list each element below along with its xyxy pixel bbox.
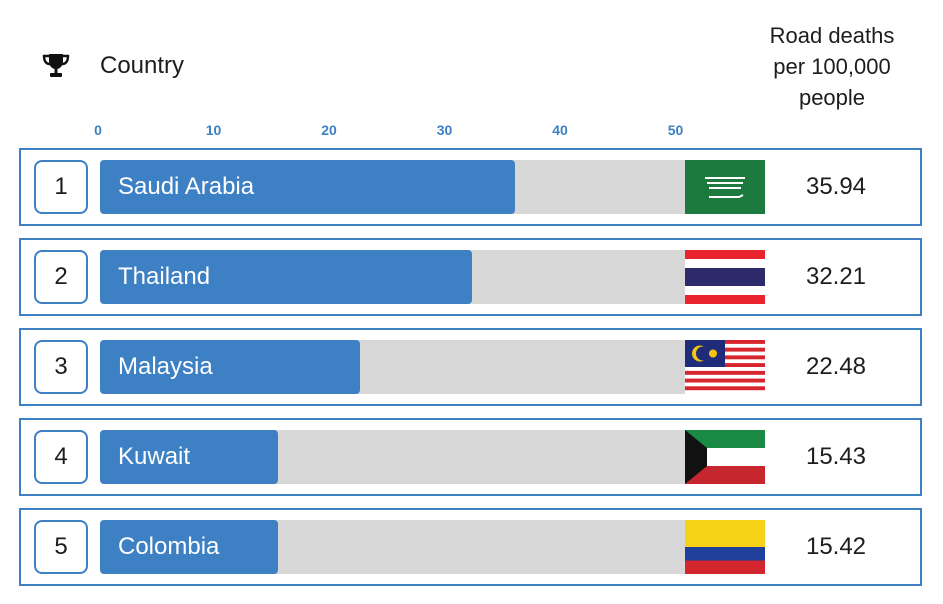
value-label: 32.21 — [805, 263, 867, 290]
x-tick-label: 10 — [205, 122, 222, 138]
rank-badge: 2 — [34, 250, 88, 304]
value-label: 22.48 — [805, 353, 867, 380]
bar-track: Colombia — [100, 520, 687, 574]
bar — [100, 160, 516, 214]
bar-row: 4 Kuwait 15.43 — [19, 418, 922, 496]
value-label: 35.94 — [805, 173, 867, 200]
bar — [100, 520, 279, 574]
colombia-flag-icon — [685, 520, 765, 574]
x-axis: 0 10 20 30 40 50 — [0, 118, 943, 144]
malaysia-flag-icon — [685, 340, 765, 394]
value-label: 15.42 — [805, 533, 867, 560]
x-tick-label: 50 — [667, 122, 684, 138]
bar-row: 5 Colombia 15.42 — [19, 508, 922, 586]
column-header-metric: Road deaths per 100,000 people — [752, 20, 912, 113]
category-label: Malaysia — [118, 353, 213, 380]
bar-track: Kuwait — [100, 430, 687, 484]
bar — [100, 430, 279, 484]
bar-row: 1 Saudi Arabia 35.94 — [19, 148, 922, 226]
x-tick-label: 40 — [552, 122, 568, 138]
rank-badge: 4 — [34, 430, 88, 484]
column-header-country: Country — [100, 52, 185, 79]
bar-track: Malaysia — [100, 340, 687, 394]
bar-track: Thailand — [100, 250, 687, 304]
thailand-flag-icon — [685, 250, 765, 304]
bar-track: Saudi Arabia — [100, 160, 687, 214]
metric-label-line: people — [798, 85, 866, 110]
category-label: Kuwait — [118, 443, 191, 470]
kuwait-flag-icon — [685, 430, 765, 484]
x-tick-label: 0 — [94, 122, 102, 138]
bar — [100, 250, 473, 304]
rank-badge: 1 — [34, 160, 88, 214]
x-tick-label: 20 — [321, 122, 337, 138]
metric-label-line: per 100,000 — [773, 54, 891, 79]
metric-label-line: Road deaths — [769, 23, 895, 48]
value-label: 15.43 — [805, 443, 867, 470]
category-label: Colombia — [118, 533, 220, 560]
category-label: Saudi Arabia — [118, 173, 255, 200]
bar-row: 3 Malaysia 22.48 — [19, 328, 922, 406]
bar-row: 2 Thailand 32.21 — [19, 238, 922, 316]
category-label: Thailand — [118, 263, 211, 290]
bar — [100, 340, 360, 394]
rank-badge: 5 — [34, 520, 88, 574]
x-tick-label: 30 — [436, 122, 453, 138]
trophy-icon — [42, 54, 70, 77]
rank-badge: 3 — [34, 340, 88, 394]
saudi-arabia-flag-icon — [685, 160, 765, 214]
